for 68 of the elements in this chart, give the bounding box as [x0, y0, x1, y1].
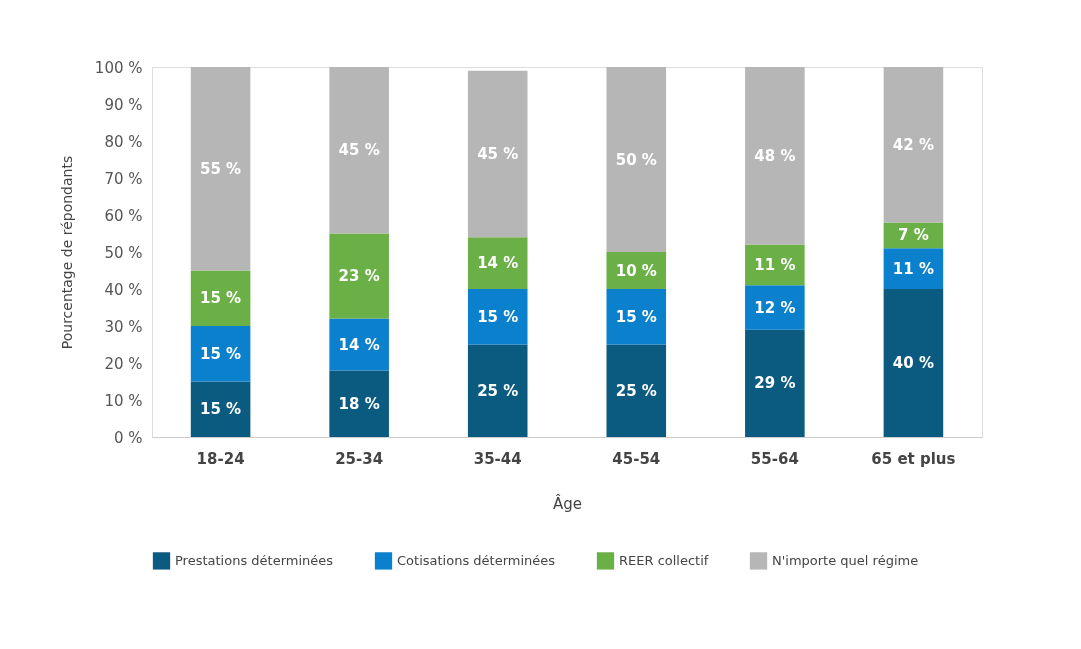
data-label: 29 %	[754, 374, 796, 393]
data-label: 40 %	[892, 354, 934, 372]
data-label: 25 %	[477, 381, 519, 400]
y-tick-label: 0 %	[113, 428, 143, 447]
bar	[329, 233, 389, 319]
y-tick-label: 10 %	[104, 391, 143, 410]
y-tick-label: 50 %	[104, 243, 143, 262]
y-tick-label: 100 %	[94, 58, 143, 77]
legend-label: N'importe quel régime	[772, 552, 919, 568]
bar	[606, 67, 667, 252]
bar	[190, 326, 251, 382]
legend-label: Prestations déterminées	[175, 552, 334, 568]
data-label: 45 %	[338, 141, 380, 160]
bar	[467, 70, 528, 238]
y-tick-label: 70 %	[104, 169, 143, 188]
x-axis-title: Âge	[552, 493, 583, 513]
data-label: 23 %	[338, 267, 380, 286]
data-label: 45 %	[477, 144, 519, 163]
data-label: 15 %	[200, 289, 242, 308]
x-tick-label: 65 et plus	[871, 449, 956, 468]
bar	[329, 370, 389, 437]
y-tick-label: 40 %	[104, 280, 143, 299]
data-label: 15 %	[477, 307, 519, 326]
bar	[190, 67, 251, 271]
data-label: 14 %	[338, 335, 380, 354]
legend-label: Cotisations déterminées	[397, 552, 556, 568]
bar	[745, 285, 805, 330]
data-label: 10 %	[615, 261, 657, 280]
legend-label: REER collectif	[619, 552, 709, 568]
bar	[606, 289, 667, 345]
bar	[329, 318, 389, 371]
bar	[190, 381, 251, 437]
data-label: 7 %	[898, 226, 929, 245]
data-label: 18 %	[338, 394, 380, 413]
x-tick-label: 35-44	[473, 449, 522, 468]
data-label: 11 %	[892, 259, 934, 278]
y-tick-label: 60 %	[104, 206, 143, 225]
bar	[467, 344, 528, 437]
x-tick-label: 45-54	[612, 449, 661, 468]
data-label: 12 %	[754, 298, 796, 317]
data-label: 15 %	[615, 307, 657, 326]
bar	[745, 329, 805, 437]
y-tick-label: 30 %	[104, 317, 143, 336]
bar	[190, 270, 251, 326]
y-tick-label: 20 %	[104, 354, 143, 373]
bar	[606, 344, 667, 437]
bar	[883, 248, 944, 289]
data-label: 11 %	[754, 255, 796, 274]
x-tick-label: 18-24	[196, 449, 245, 468]
data-label: 42 %	[892, 135, 934, 154]
bar	[745, 67, 805, 245]
y-axis-title: Pourcentage de répondants	[58, 155, 75, 350]
bar	[467, 289, 528, 345]
data-label: 50 %	[615, 150, 657, 169]
data-label: 25 %	[615, 381, 657, 400]
data-label: 48 %	[754, 146, 796, 165]
x-tick-label: 55-64	[750, 449, 799, 468]
data-label: 15 %	[200, 344, 242, 363]
y-tick-label: 80 %	[104, 132, 143, 151]
bar	[329, 67, 389, 234]
y-tick-label: 90 %	[104, 95, 143, 114]
x-tick-label: 25-34	[335, 449, 384, 468]
data-label: 55 %	[200, 159, 242, 178]
bar	[467, 237, 528, 289]
data-label: 14 %	[477, 254, 519, 273]
data-label: 15 %	[200, 400, 242, 419]
bar	[883, 289, 944, 437]
bar	[883, 67, 944, 223]
